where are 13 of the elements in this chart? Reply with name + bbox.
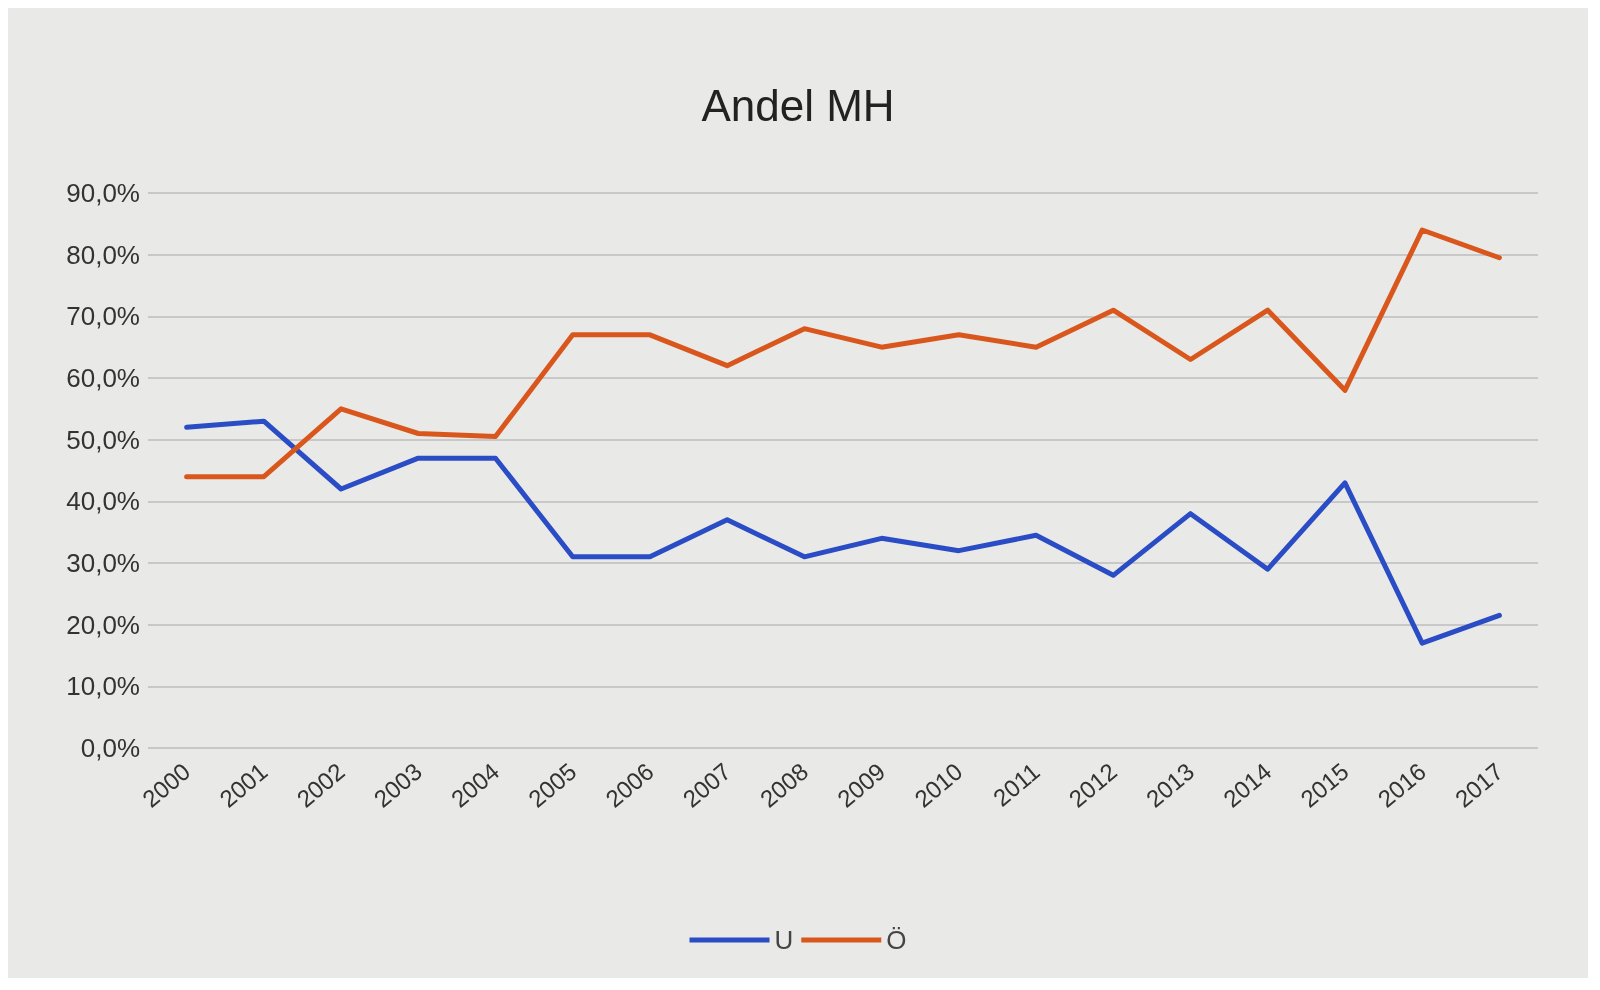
chart-title: Andel MH <box>701 80 895 130</box>
y-tick-label: 70,0% <box>66 301 140 332</box>
y-tick-label: 0,0% <box>80 733 140 763</box>
legend-label: Ö <box>886 925 907 955</box>
y-tick-label: 90,0% <box>66 178 140 208</box>
y-tick-label: 60,0% <box>66 363 140 393</box>
y-tick-label: 50,0% <box>66 424 140 455</box>
legend-label: U <box>774 925 794 955</box>
y-tick-label: 20,0% <box>66 609 140 640</box>
y-tick-label: 40,0% <box>66 486 140 517</box>
y-tick-label: 80,0% <box>66 239 140 270</box>
y-tick-label: 10,0% <box>66 671 140 702</box>
y-tick-label: 30,0% <box>66 548 140 578</box>
